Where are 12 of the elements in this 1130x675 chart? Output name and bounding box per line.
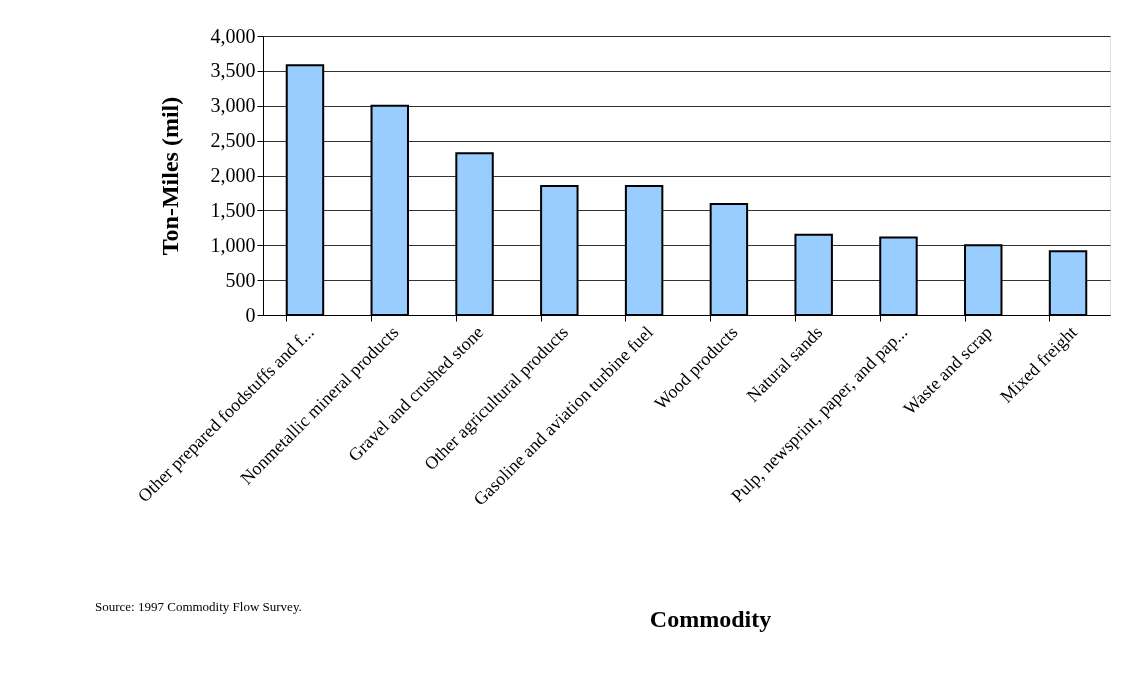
y-tick-label: 2,500 <box>210 129 256 152</box>
y-tick-label: 1,500 <box>210 198 256 221</box>
y-tick-label: 4,000 <box>210 24 256 47</box>
y-axis-title: Ton-Miles (mil) <box>156 96 183 256</box>
y-tick-label: 2,000 <box>210 164 256 186</box>
source-note: Source: 1997 Commodity Flow Survey. <box>95 599 302 614</box>
y-tick-label: 0 <box>245 303 256 326</box>
y-tick-label: 3,000 <box>210 94 256 117</box>
y-tick-label: 3,500 <box>210 59 256 82</box>
y-tick-label: 500 <box>225 268 256 291</box>
x-axis-title: Commodity <box>649 605 772 632</box>
y-tick-label: 1,000 <box>210 233 256 256</box>
